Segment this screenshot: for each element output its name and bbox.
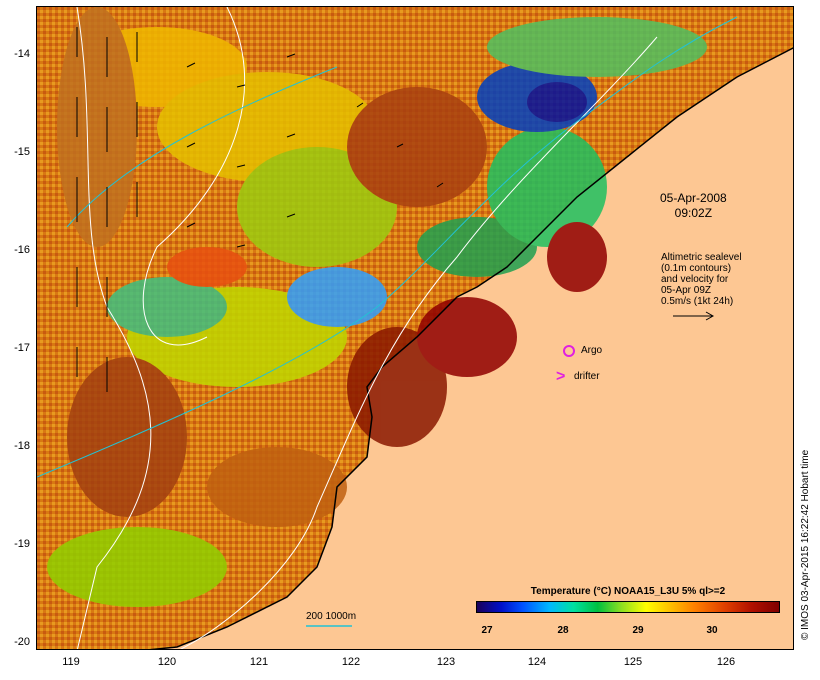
drifter-marker: > <box>556 368 566 385</box>
sst-map-canvas <box>37 7 793 649</box>
timestamp-time: 09:02Z <box>674 206 713 220</box>
drifter-label: drifter <box>574 371 600 382</box>
temperature-colorbar <box>476 601 780 613</box>
y-tick: -19 <box>14 538 30 550</box>
timestamp: 05-Apr-2008 09:02Z <box>660 191 727 221</box>
credit-text: © IMOS 03-Apr-2015 16:22:42 Hobart time <box>800 449 811 640</box>
altimetry-line: Altimetric sealevel <box>661 252 742 263</box>
x-tick: 121 <box>249 656 269 668</box>
altimetry-line: (0.1m contours) <box>661 263 732 274</box>
colorbar-tick: 27 <box>481 625 493 636</box>
x-tick: 123 <box>436 656 456 668</box>
y-tick: -16 <box>14 244 30 256</box>
colorbar-title: Temperature (°C) NOAA15_L3U 5% ql>=2 <box>530 586 726 597</box>
x-tick: 119 <box>62 656 80 668</box>
colorbar-tick: 29 <box>632 625 644 636</box>
colorbar-tick: 28 <box>557 625 569 636</box>
x-tick: 124 <box>527 656 547 668</box>
x-tick: 120 <box>157 656 177 668</box>
depth-legend-line <box>306 625 352 627</box>
x-tick: 122 <box>341 656 361 668</box>
altimetry-note: Altimetric sealevel (0.1m contours) and … <box>661 252 781 326</box>
velocity-scale-arrow <box>673 311 715 321</box>
depth-legend: 200 1000m <box>306 611 357 627</box>
argo-label: Argo <box>581 345 603 356</box>
x-tick: 126 <box>716 656 736 668</box>
colorbar-tick: 30 <box>706 625 718 636</box>
y-tick: -20 <box>14 636 30 648</box>
y-tick: -15 <box>14 146 30 158</box>
sst-patches <box>47 7 707 607</box>
velocity-arrows <box>76 27 444 392</box>
altimetry-line: 05-Apr 09Z <box>661 285 712 296</box>
argo-marker <box>563 345 575 357</box>
timestamp-date: 05-Apr-2008 <box>660 191 727 205</box>
depth-legend-label: 200 1000m <box>306 611 357 622</box>
depth-contours <box>37 16 738 478</box>
altimetry-line: and velocity for <box>661 274 729 285</box>
altimetry-line: 0.5m/s (1kt 24h) <box>661 296 734 307</box>
coastline <box>149 47 793 649</box>
y-tick: -14 <box>14 48 30 60</box>
y-tick: -17 <box>14 342 30 354</box>
y-tick: -18 <box>14 440 30 452</box>
x-tick: 125 <box>623 656 643 668</box>
sst-map <box>36 6 794 650</box>
